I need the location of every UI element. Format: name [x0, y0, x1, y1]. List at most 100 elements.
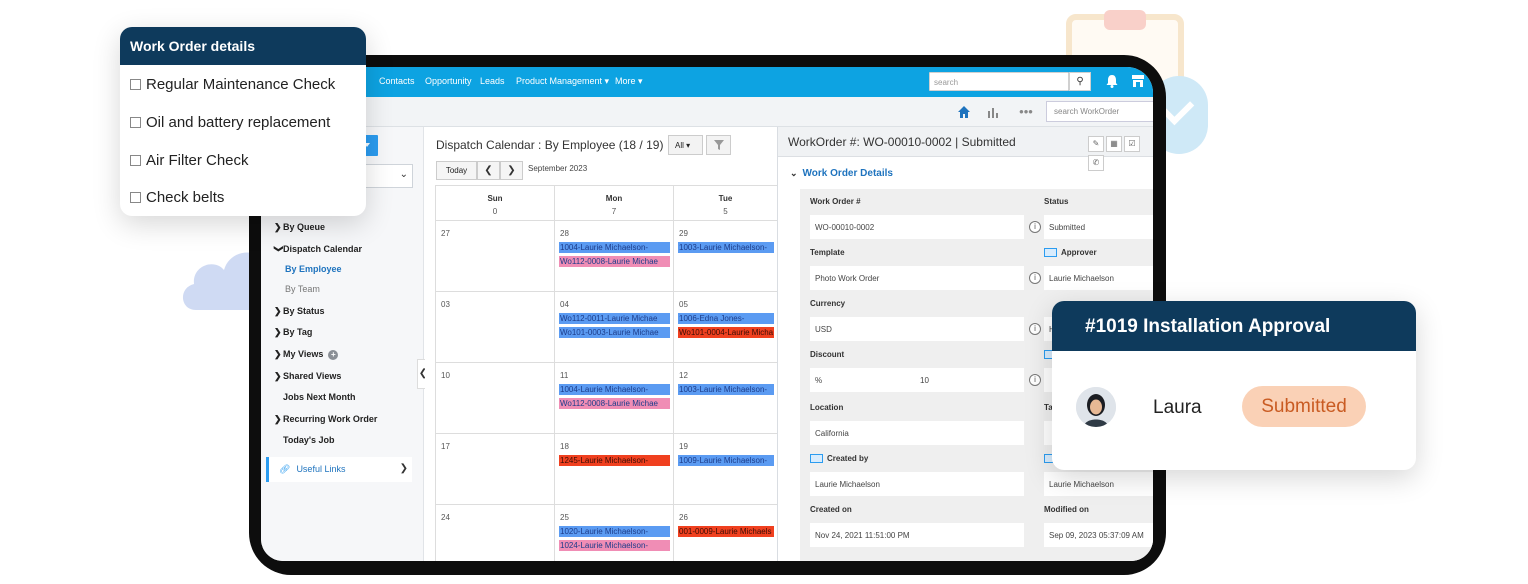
calendar-event[interactable]: 1006-Edna Jones-	[678, 313, 774, 324]
sidebar-item-by-status[interactable]: ❯By Status	[274, 306, 325, 316]
avatar	[1076, 387, 1116, 427]
checkbox-icon[interactable]: ☑	[1124, 136, 1140, 152]
phone-icon[interactable]: ✆	[1088, 155, 1104, 171]
field-value[interactable]: %	[810, 368, 1024, 392]
sidebar-item-recurring-work-order[interactable]: ❯Recurring Work Order	[274, 414, 378, 424]
search-icon[interactable]: ⚲	[1069, 72, 1091, 91]
calendar-event[interactable]: Wo112-0008-Laurie Michae	[559, 256, 670, 267]
calendar-day-cell[interactable]: 05 1006-Edna Jones- Wo101-0004-Laurie Mich…	[674, 292, 778, 363]
field-label: Created by	[810, 454, 868, 464]
sidebar-item-jobs-next-month[interactable]: Jobs Next Month	[283, 392, 356, 402]
checklist-item[interactable]: Oil and battery replacement	[130, 114, 330, 131]
calendar-day-cell[interactable]: 03	[436, 292, 555, 363]
next-week-button[interactable]: ❯	[500, 161, 523, 180]
calendar-event[interactable]: 1245-Laurie Michaelson-	[559, 455, 670, 466]
field-value[interactable]: California	[810, 421, 1024, 445]
calendar-day-cell[interactable]: 29 1003-Laurie Michaelson-	[674, 221, 778, 292]
calendar-day-cell[interactable]: 17	[436, 434, 555, 505]
checklist-item[interactable]: Check belts	[130, 189, 224, 206]
calendar-event[interactable]: Wo101-0004-Laurie Micha	[678, 327, 774, 338]
calendar-event[interactable]: 1004-Laurie Michaelson-	[559, 384, 670, 395]
day-number: 26	[679, 513, 688, 522]
today-button[interactable]: Today	[436, 161, 477, 180]
useful-links[interactable]: 🔗︎ Useful Links ❯	[266, 457, 412, 482]
calendar-event[interactable]: Wo112-0008-Laurie Michae	[559, 398, 670, 409]
field-value[interactable]: Laurie Michaelson	[810, 472, 1024, 496]
field-value[interactable]: USD	[810, 317, 1024, 341]
calendar-day-cell[interactable]: 12 1003-Laurie Michaelson-	[674, 363, 778, 434]
calendar-day-cell[interactable]: 10	[436, 363, 555, 434]
field-value[interactable]: Laurie Michaelson	[1044, 266, 1153, 290]
day-header: Mon 7	[555, 186, 674, 221]
sidebar-item-by-queue[interactable]: ❯By Queue	[274, 222, 326, 232]
info-icon[interactable]: i	[1029, 374, 1041, 386]
filter-all-dropdown[interactable]: All ▾	[668, 135, 703, 155]
workorder-title: WorkOrder #: WO-00010-0002 | Submitted	[788, 135, 1016, 149]
info-icon[interactable]: i	[1029, 272, 1041, 284]
calendar-day-cell[interactable]: 27	[436, 221, 555, 292]
calendar-day-cell[interactable]: 19 1009-Laurie Michaelson-	[674, 434, 778, 505]
calendar-day-cell[interactable]: 18 1245-Laurie Michaelson-	[555, 434, 674, 505]
sidebar-item-todays-job[interactable]: Today's Job	[283, 435, 335, 445]
field-value[interactable]: WO-00010-0002	[810, 215, 1024, 239]
calendar-day-cell[interactable]: 24	[436, 505, 555, 561]
sidebar-item-shared-views[interactable]: ❯Shared Views	[274, 371, 342, 381]
sidebar-item-dispatch-calendar[interactable]: ❯Dispatch Calendar	[274, 244, 363, 254]
store-icon[interactable]	[1130, 73, 1146, 89]
calendar-event[interactable]: 1003-Laurie Michaelson-	[678, 242, 774, 253]
sidebar-item-by-team[interactable]: By Team	[285, 284, 320, 294]
field-label-text: Template	[810, 248, 845, 257]
checkbox[interactable]	[130, 155, 141, 166]
checkbox[interactable]	[130, 79, 141, 90]
add-view-icon[interactable]: +	[328, 349, 339, 360]
checklist-item[interactable]: Air Filter Check	[130, 152, 249, 169]
calendar-event[interactable]: 001-0009-Laurie Michaels	[678, 526, 774, 537]
calendar-grid: Sun 0 Mon 7 Tue 5 27 28 1004-Laurie Michaelson- W…	[435, 185, 778, 561]
calendar-event[interactable]: Wo112-0011-Laurie Michae	[559, 313, 670, 324]
field-value[interactable]: Photo Work Order	[810, 266, 1024, 290]
filter-icon[interactable]	[706, 135, 731, 155]
nav-opportunity[interactable]: Opportunity	[425, 76, 472, 86]
sidebar-item-my-views[interactable]: ❯My Views +	[274, 349, 339, 360]
calendar-icon[interactable]: ▦	[1106, 136, 1122, 152]
nav-contacts[interactable]: Contacts	[379, 76, 415, 86]
calendar-event[interactable]: Wo101-0003-Laurie Michae	[559, 327, 670, 338]
sidebar-item-by-employee[interactable]: By Employee	[285, 264, 342, 274]
checkbox[interactable]	[130, 117, 141, 128]
work-order-details-card: Work Order details Regular Maintenance C…	[120, 27, 366, 216]
field-value[interactable]: Sep 09, 2023 05:37:09 AM	[1044, 523, 1153, 547]
checklist-item[interactable]: Regular Maintenance Check	[130, 76, 335, 93]
calendar-event[interactable]: 1003-Laurie Michaelson-	[678, 384, 774, 395]
info-icon[interactable]: i	[1029, 323, 1041, 335]
nav-leads[interactable]: Leads	[480, 76, 505, 86]
info-icon[interactable]: i	[1029, 221, 1041, 233]
checkbox[interactable]	[130, 192, 141, 203]
bell-icon[interactable]	[1104, 73, 1120, 89]
more-dots-icon[interactable]: •••	[1019, 104, 1033, 119]
sidebar-item-by-tag[interactable]: ❯By Tag	[274, 327, 313, 337]
global-search-input[interactable]: search	[929, 72, 1069, 91]
nav-product-management[interactable]: Product Management ▾	[516, 76, 610, 86]
calendar-day-cell[interactable]: 25 1020-Laurie Michaelson- 1024-Laurie Mic…	[555, 505, 674, 561]
field-value[interactable]: Submitted	[1044, 215, 1153, 239]
workorder-search-input[interactable]: search WorkOrder	[1046, 101, 1153, 122]
field-value[interactable]: Laurie Michaelson	[1044, 472, 1153, 496]
calendar-day-cell[interactable]: 26 001-0009-Laurie Michaels	[674, 505, 778, 561]
prev-week-button[interactable]: ❮	[477, 161, 500, 180]
workorder-details-toggle[interactable]: ⌄ Work Order Details	[790, 168, 893, 179]
calendar-event[interactable]: 1004-Laurie Michaelson-	[559, 242, 670, 253]
calendar-day-cell[interactable]: 11 1004-Laurie Michaelson- Wo112-0008-Laur…	[555, 363, 674, 434]
nav-more[interactable]: More ▾	[615, 76, 643, 86]
calendar-event[interactable]: 1024-Laurie Michaelson-	[559, 540, 670, 551]
field-value[interactable]: Nov 24, 2021 11:51:00 PM	[810, 523, 1024, 547]
home-icon[interactable]	[949, 101, 979, 123]
bar-chart-icon[interactable]	[979, 101, 1009, 123]
pin-icon[interactable]: ✎	[1088, 136, 1104, 152]
field-label: Approver	[1044, 248, 1097, 258]
calendar-day-cell[interactable]: 04 Wo112-0011-Laurie Michae Wo101-0003-Lau…	[555, 292, 674, 363]
sub-toolbar: ••• search WorkOrder	[261, 97, 1153, 127]
calendar-day-cell[interactable]: 28 1004-Laurie Michaelson- Wo112-0008-Laur…	[555, 221, 674, 292]
calendar-event[interactable]: 1009-Laurie Michaelson-	[678, 455, 774, 466]
calendar-event[interactable]: 1020-Laurie Michaelson-	[559, 526, 670, 537]
chevron-right-icon: ❯	[399, 463, 408, 474]
